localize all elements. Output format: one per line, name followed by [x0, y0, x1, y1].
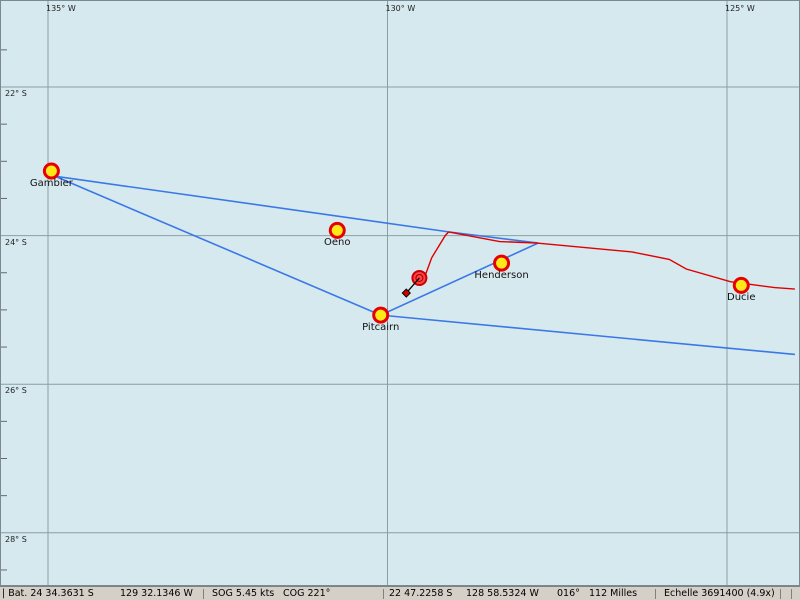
lon-label: 135° W	[46, 4, 76, 13]
status-distance: 112 Milles	[589, 588, 638, 599]
waypoint-pitcairn-label: Pitcairn	[362, 322, 400, 334]
waypoint-ducie-marker	[732, 276, 750, 294]
route-line	[54, 175, 539, 244]
waypoint-oeno-label: Oeno	[324, 237, 351, 249]
waypoints	[42, 162, 750, 324]
grid-lines	[1, 1, 799, 585]
track-line	[448, 231, 795, 290]
status-cursor-lat: 22 47.2258 S	[389, 588, 453, 599]
route-line	[54, 175, 539, 316]
lat-label: 22° S	[5, 89, 27, 98]
status-bat-lon: 129 32.1346 W	[120, 588, 193, 599]
boat-position-inner	[415, 273, 424, 282]
lon-label: 130° W	[385, 4, 416, 13]
boat-marker	[401, 269, 428, 298]
boat-track	[424, 231, 795, 290]
lat-label: 28° S	[5, 534, 27, 544]
status-sog: SOG 5.45 kts	[212, 588, 275, 599]
waypoint-henderson-marker	[493, 254, 511, 272]
status-bat-lat: | Bat. 24 34.3631 S	[2, 588, 94, 599]
waypoint-gambier-marker	[42, 162, 60, 180]
track-tail-line	[424, 231, 450, 277]
chart-canvas[interactable]	[1, 1, 800, 586]
waypoint-oeno-marker	[328, 221, 346, 239]
lat-label: 24° S	[5, 237, 27, 247]
chart-map[interactable]: 135° W 130° W 125° W 22° S 24° S 26° S 28° S Ga…	[0, 0, 800, 586]
route-line	[380, 314, 795, 356]
lon-label: 125° W	[725, 4, 755, 13]
status-scale: Echelle 3691400 (4.9x)	[664, 588, 775, 599]
status-bearing: 016°	[557, 588, 580, 599]
heading-marker	[401, 288, 411, 298]
waypoint-gambier-label: Gambier	[29, 177, 73, 189]
lat-label: 26° S	[5, 386, 27, 396]
status-cog: COG 221°	[283, 588, 331, 599]
waypoint-henderson-label: Henderson	[474, 270, 529, 282]
status-cursor-lon: 128 58.5324 W	[466, 588, 539, 599]
waypoint-pitcairn-marker	[372, 306, 390, 324]
waypoint-ducie-label: Ducie	[727, 292, 756, 304]
status-bar: | Bat. 24 34.3631 S 129 32.1346 W SOG 5.…	[0, 586, 800, 600]
routes	[54, 175, 795, 356]
